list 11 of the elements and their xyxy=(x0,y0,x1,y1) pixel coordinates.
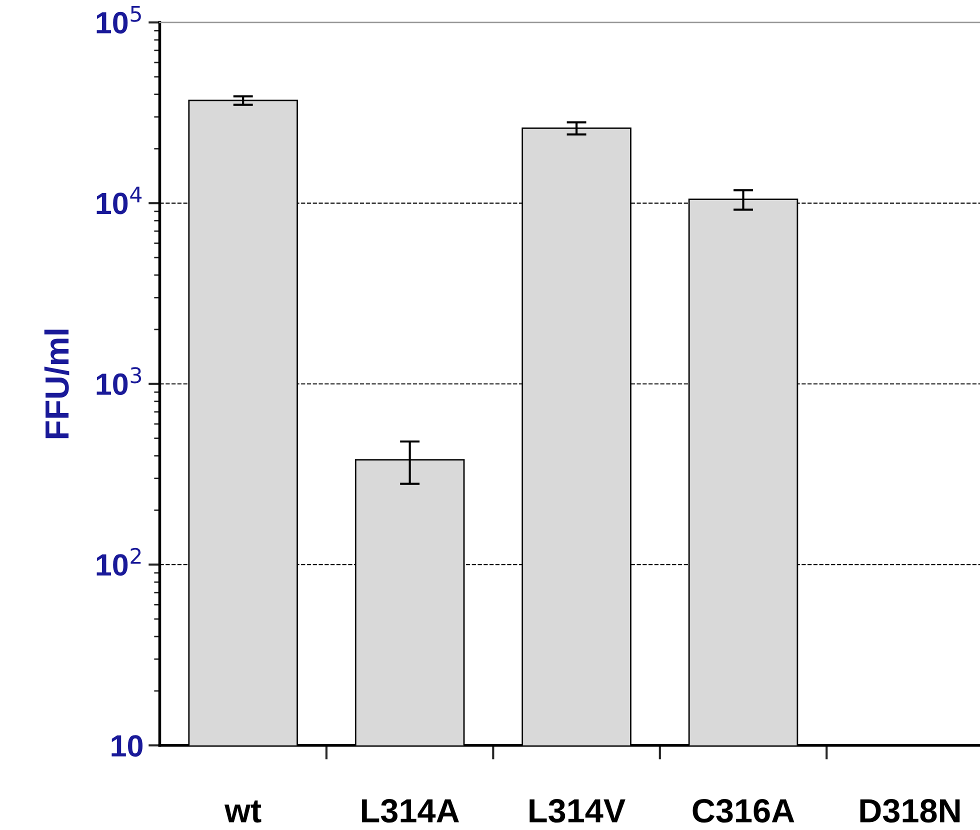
x-tick-label: L314V xyxy=(530,799,626,823)
x-tick-label: D318N xyxy=(860,799,960,823)
x-tick-label: L314A xyxy=(362,799,459,823)
y-tick-label: 10$^{5}$ xyxy=(96,6,141,34)
y-tick-label: 10$^{4}$ xyxy=(96,186,142,214)
y-tick-label: 10$^{2}$ xyxy=(96,548,141,576)
y-axis-title: FFU/ml xyxy=(44,330,70,438)
y-tick-label: 10 xyxy=(112,735,143,757)
x-tick-label: wt xyxy=(224,800,262,823)
y-tick-label: 10$^{3}$ xyxy=(96,367,142,396)
x-tick-label: C316A xyxy=(692,799,794,823)
